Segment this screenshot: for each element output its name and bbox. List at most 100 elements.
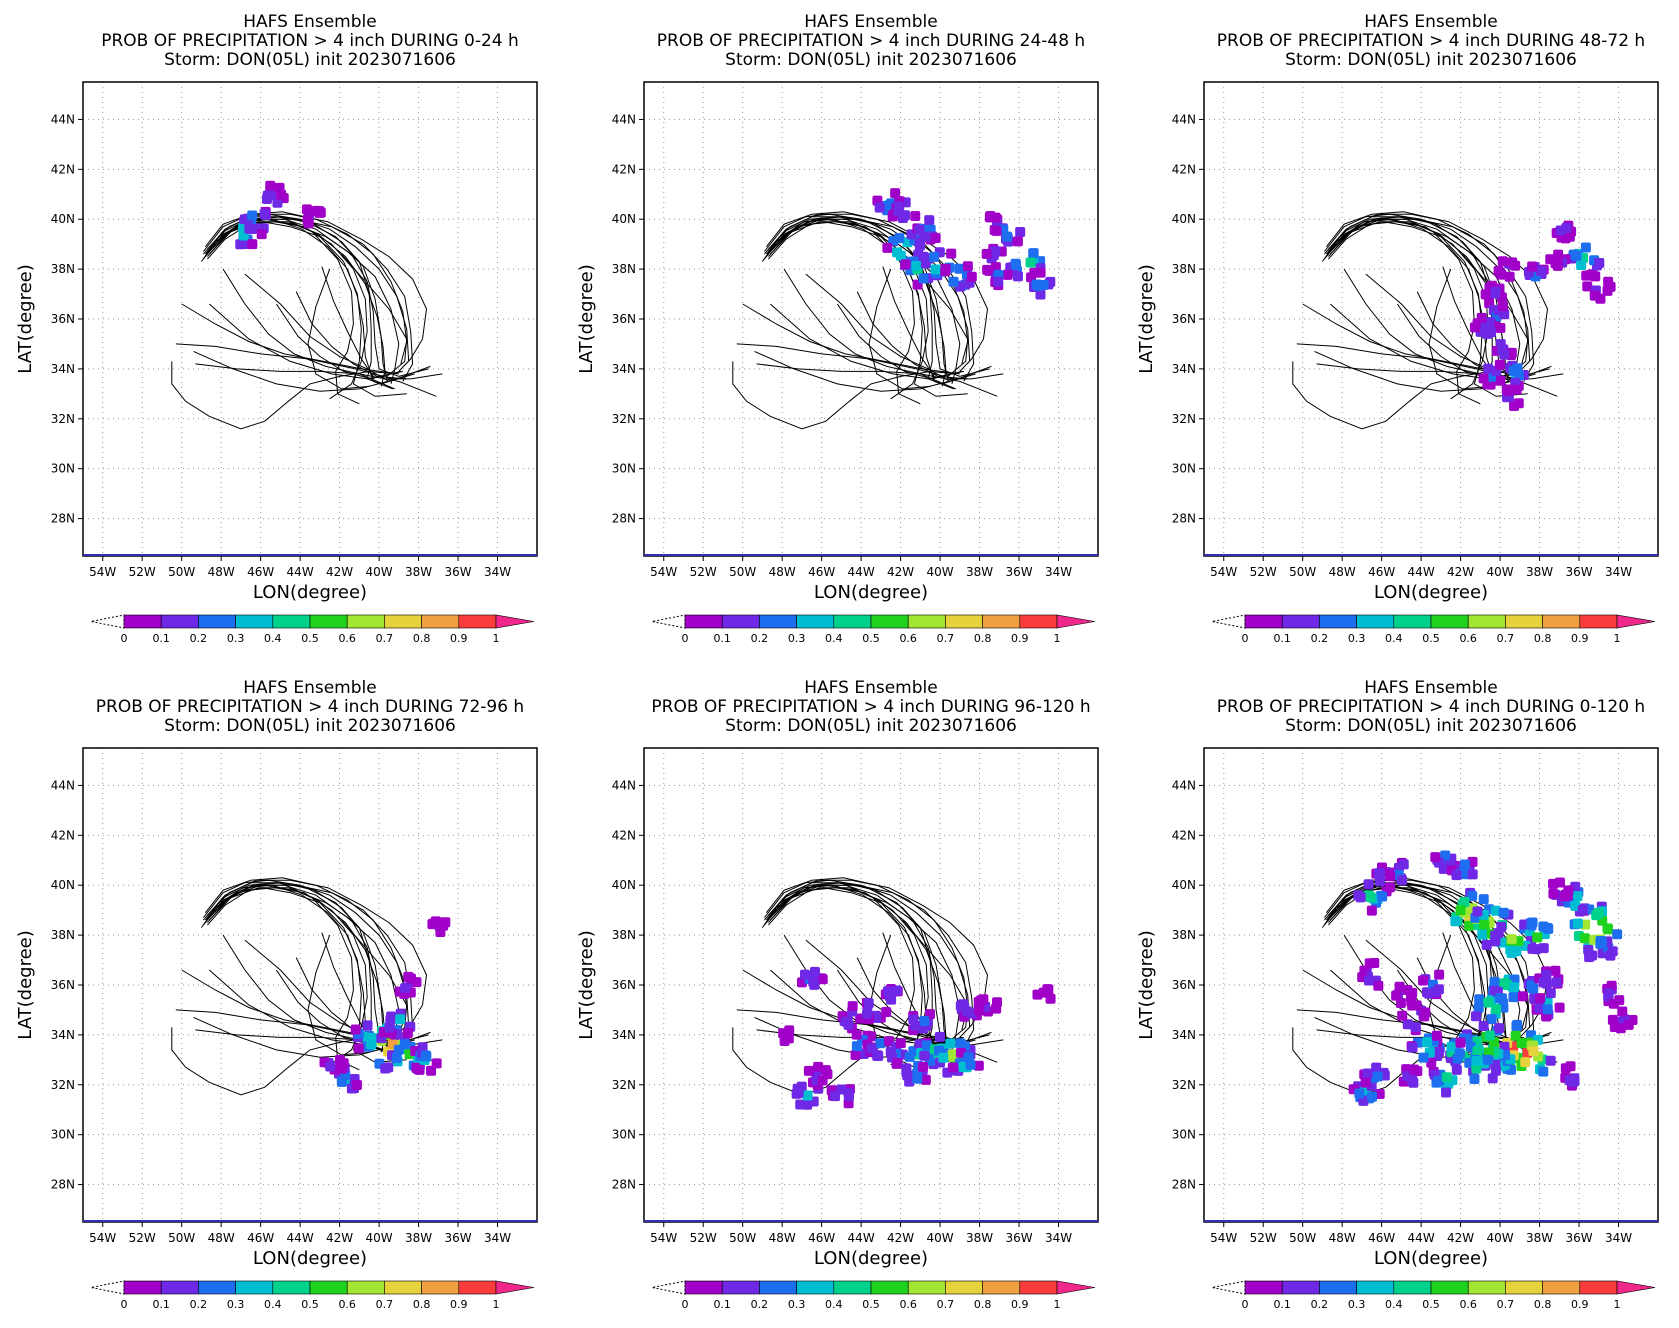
precip-cell <box>1551 977 1562 988</box>
precip-cell <box>1025 257 1036 268</box>
lon-tick-label: 36W <box>1005 1231 1032 1245</box>
lat-tick-label: 40N <box>612 212 636 226</box>
lon-tick-label: 46W <box>247 565 274 579</box>
precip-cell <box>1369 958 1380 969</box>
track-line <box>769 884 961 1051</box>
lon-tick-label: 40W <box>1487 565 1514 579</box>
track-line <box>307 934 370 1056</box>
precip-cell <box>899 210 910 221</box>
lat-tick-label: 42N <box>1172 162 1196 176</box>
precip-probability <box>319 916 451 1094</box>
precip-cell <box>910 1020 921 1031</box>
precip-cell <box>1545 988 1556 999</box>
lon-tick-label: 46W <box>808 565 835 579</box>
colorbar-label: 0.6 <box>1459 632 1477 645</box>
lon-tick-label: 42W <box>1447 1231 1474 1245</box>
colorbar-label: 0.3 <box>788 632 806 645</box>
colorbar-label: 1 <box>1054 1298 1061 1311</box>
precip-cell <box>384 1022 395 1033</box>
precip-cell <box>1480 289 1491 300</box>
precip-cell <box>919 1015 930 1026</box>
precip-cell <box>1455 1037 1466 1048</box>
lat-tick-label: 42N <box>1172 828 1196 842</box>
colorbar-label: 0.5 <box>301 632 319 645</box>
panel-title-line-3: Storm: DON(05L) init 2023071606 <box>164 50 456 70</box>
lat-tick-label: 36N <box>1172 312 1196 326</box>
track-line <box>1462 253 1529 377</box>
precip-cell <box>272 197 283 208</box>
track-line <box>756 363 998 397</box>
precip-cell <box>1487 1073 1498 1084</box>
precip-cell <box>1538 1066 1549 1077</box>
panel-title-line-1: HAFS Ensemble <box>804 678 937 698</box>
precip-cell <box>920 1074 931 1085</box>
colorbar-label: 0 <box>682 1298 689 1311</box>
precip-cell <box>1029 267 1040 278</box>
track-line <box>805 273 951 382</box>
track-line <box>769 887 947 1053</box>
lon-tick-label: 52W <box>690 1231 717 1245</box>
precip-cell <box>362 1020 373 1031</box>
colorbar-label: 0 <box>121 1298 128 1311</box>
precip-cell <box>1495 375 1506 386</box>
precip-cell <box>1508 365 1519 376</box>
track-line <box>1296 343 1515 380</box>
precip-cell <box>1504 271 1515 282</box>
precip-cell <box>1517 991 1528 1002</box>
colorbar-high-arrow <box>1056 614 1096 629</box>
track-line <box>856 291 968 380</box>
precip-cell <box>1441 1072 1452 1083</box>
lat-tick-label: 32N <box>1172 1078 1196 1092</box>
precip-cell <box>873 1050 884 1061</box>
precip-cell <box>1375 876 1386 887</box>
colorbar-segment <box>982 1280 1021 1295</box>
track-line <box>764 213 971 362</box>
precip-cell <box>302 214 313 225</box>
precip-cell <box>1498 907 1509 918</box>
precip-cell <box>1471 1063 1482 1074</box>
track-line <box>295 291 407 380</box>
precip-cell <box>803 1065 814 1076</box>
colorbar-label: 0.8 <box>1534 1298 1552 1311</box>
panel-title-line-1: HAFS Ensemble <box>1364 12 1497 32</box>
precip-cell <box>1538 921 1549 932</box>
colorbar-label: 0.7 <box>1497 1298 1515 1311</box>
precip-cell <box>1477 929 1488 940</box>
panel-title-line-1: HAFS Ensemble <box>243 12 376 32</box>
colorbar-segment <box>272 1280 311 1295</box>
precip-cell <box>1420 1007 1431 1018</box>
precip-cell <box>1484 1030 1495 1041</box>
lon-tick-label: 46W <box>808 1231 835 1245</box>
panel-title-line-2: PROB OF PRECIPITATION > 4 inch DURING 96… <box>651 697 1090 717</box>
precip-cell <box>882 242 893 253</box>
precip-cell <box>1483 363 1494 374</box>
colorbar-label: 0.4 <box>1385 1298 1403 1311</box>
precip-cell <box>1494 1023 1505 1034</box>
colorbar-label: 0.4 <box>825 632 843 645</box>
colorbar-label: 1 <box>1054 632 1061 645</box>
lat-tick-label: 42N <box>612 162 636 176</box>
precip-cell <box>891 985 902 996</box>
precip-cell <box>990 246 1001 257</box>
lon-tick-label: 40W <box>1487 1231 1514 1245</box>
precip-cell <box>380 1063 391 1074</box>
precip-cell <box>1483 997 1494 1008</box>
precip-cell <box>1385 882 1396 893</box>
track-line <box>1326 211 1529 365</box>
precip-cell <box>990 212 1001 223</box>
lat-tick-label: 28N <box>1172 512 1196 526</box>
precip-cell <box>414 1064 425 1075</box>
colorbar-segment <box>160 614 199 629</box>
precip-cell <box>1572 891 1583 902</box>
colorbar-segment <box>346 614 385 629</box>
precip-cell <box>910 210 921 221</box>
precip-cell <box>1494 359 1505 370</box>
lon-tick-label: 54W <box>89 565 116 579</box>
lon-tick-label: 36W <box>1005 565 1032 579</box>
precip-cell <box>1497 345 1508 356</box>
colorbar-segment <box>458 1280 497 1295</box>
colorbar: 0 0.1 0.2 0.3 0.4 0.5 0.6 0.7 0.8 0.9 1 <box>1211 1280 1656 1311</box>
